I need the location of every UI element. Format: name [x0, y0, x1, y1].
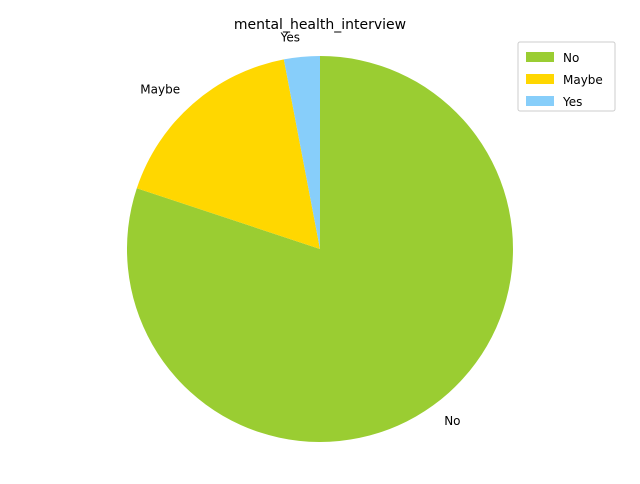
legend-label-yes: Yes: [562, 95, 582, 109]
slice-label-no: No: [444, 414, 460, 428]
legend-label-maybe: Maybe: [563, 73, 603, 87]
pie-slice-maybe: [136, 59, 320, 249]
chart-title: mental_health_interview: [234, 17, 406, 33]
legend: No Maybe Yes: [517, 41, 616, 112]
legend-swatch-yes: [526, 96, 554, 106]
legend-swatch-no: [526, 52, 554, 62]
slice-label-maybe: Maybe: [140, 82, 180, 96]
legend-swatch-maybe: [526, 74, 554, 84]
legend-label-no: No: [563, 51, 579, 65]
slice-labels: No Maybe Yes: [140, 31, 460, 429]
pie-slices: [126, 56, 513, 442]
pie-slice-yes: [283, 56, 320, 249]
slice-label-yes: Yes: [280, 31, 300, 45]
pie-slice-no: [126, 56, 513, 442]
